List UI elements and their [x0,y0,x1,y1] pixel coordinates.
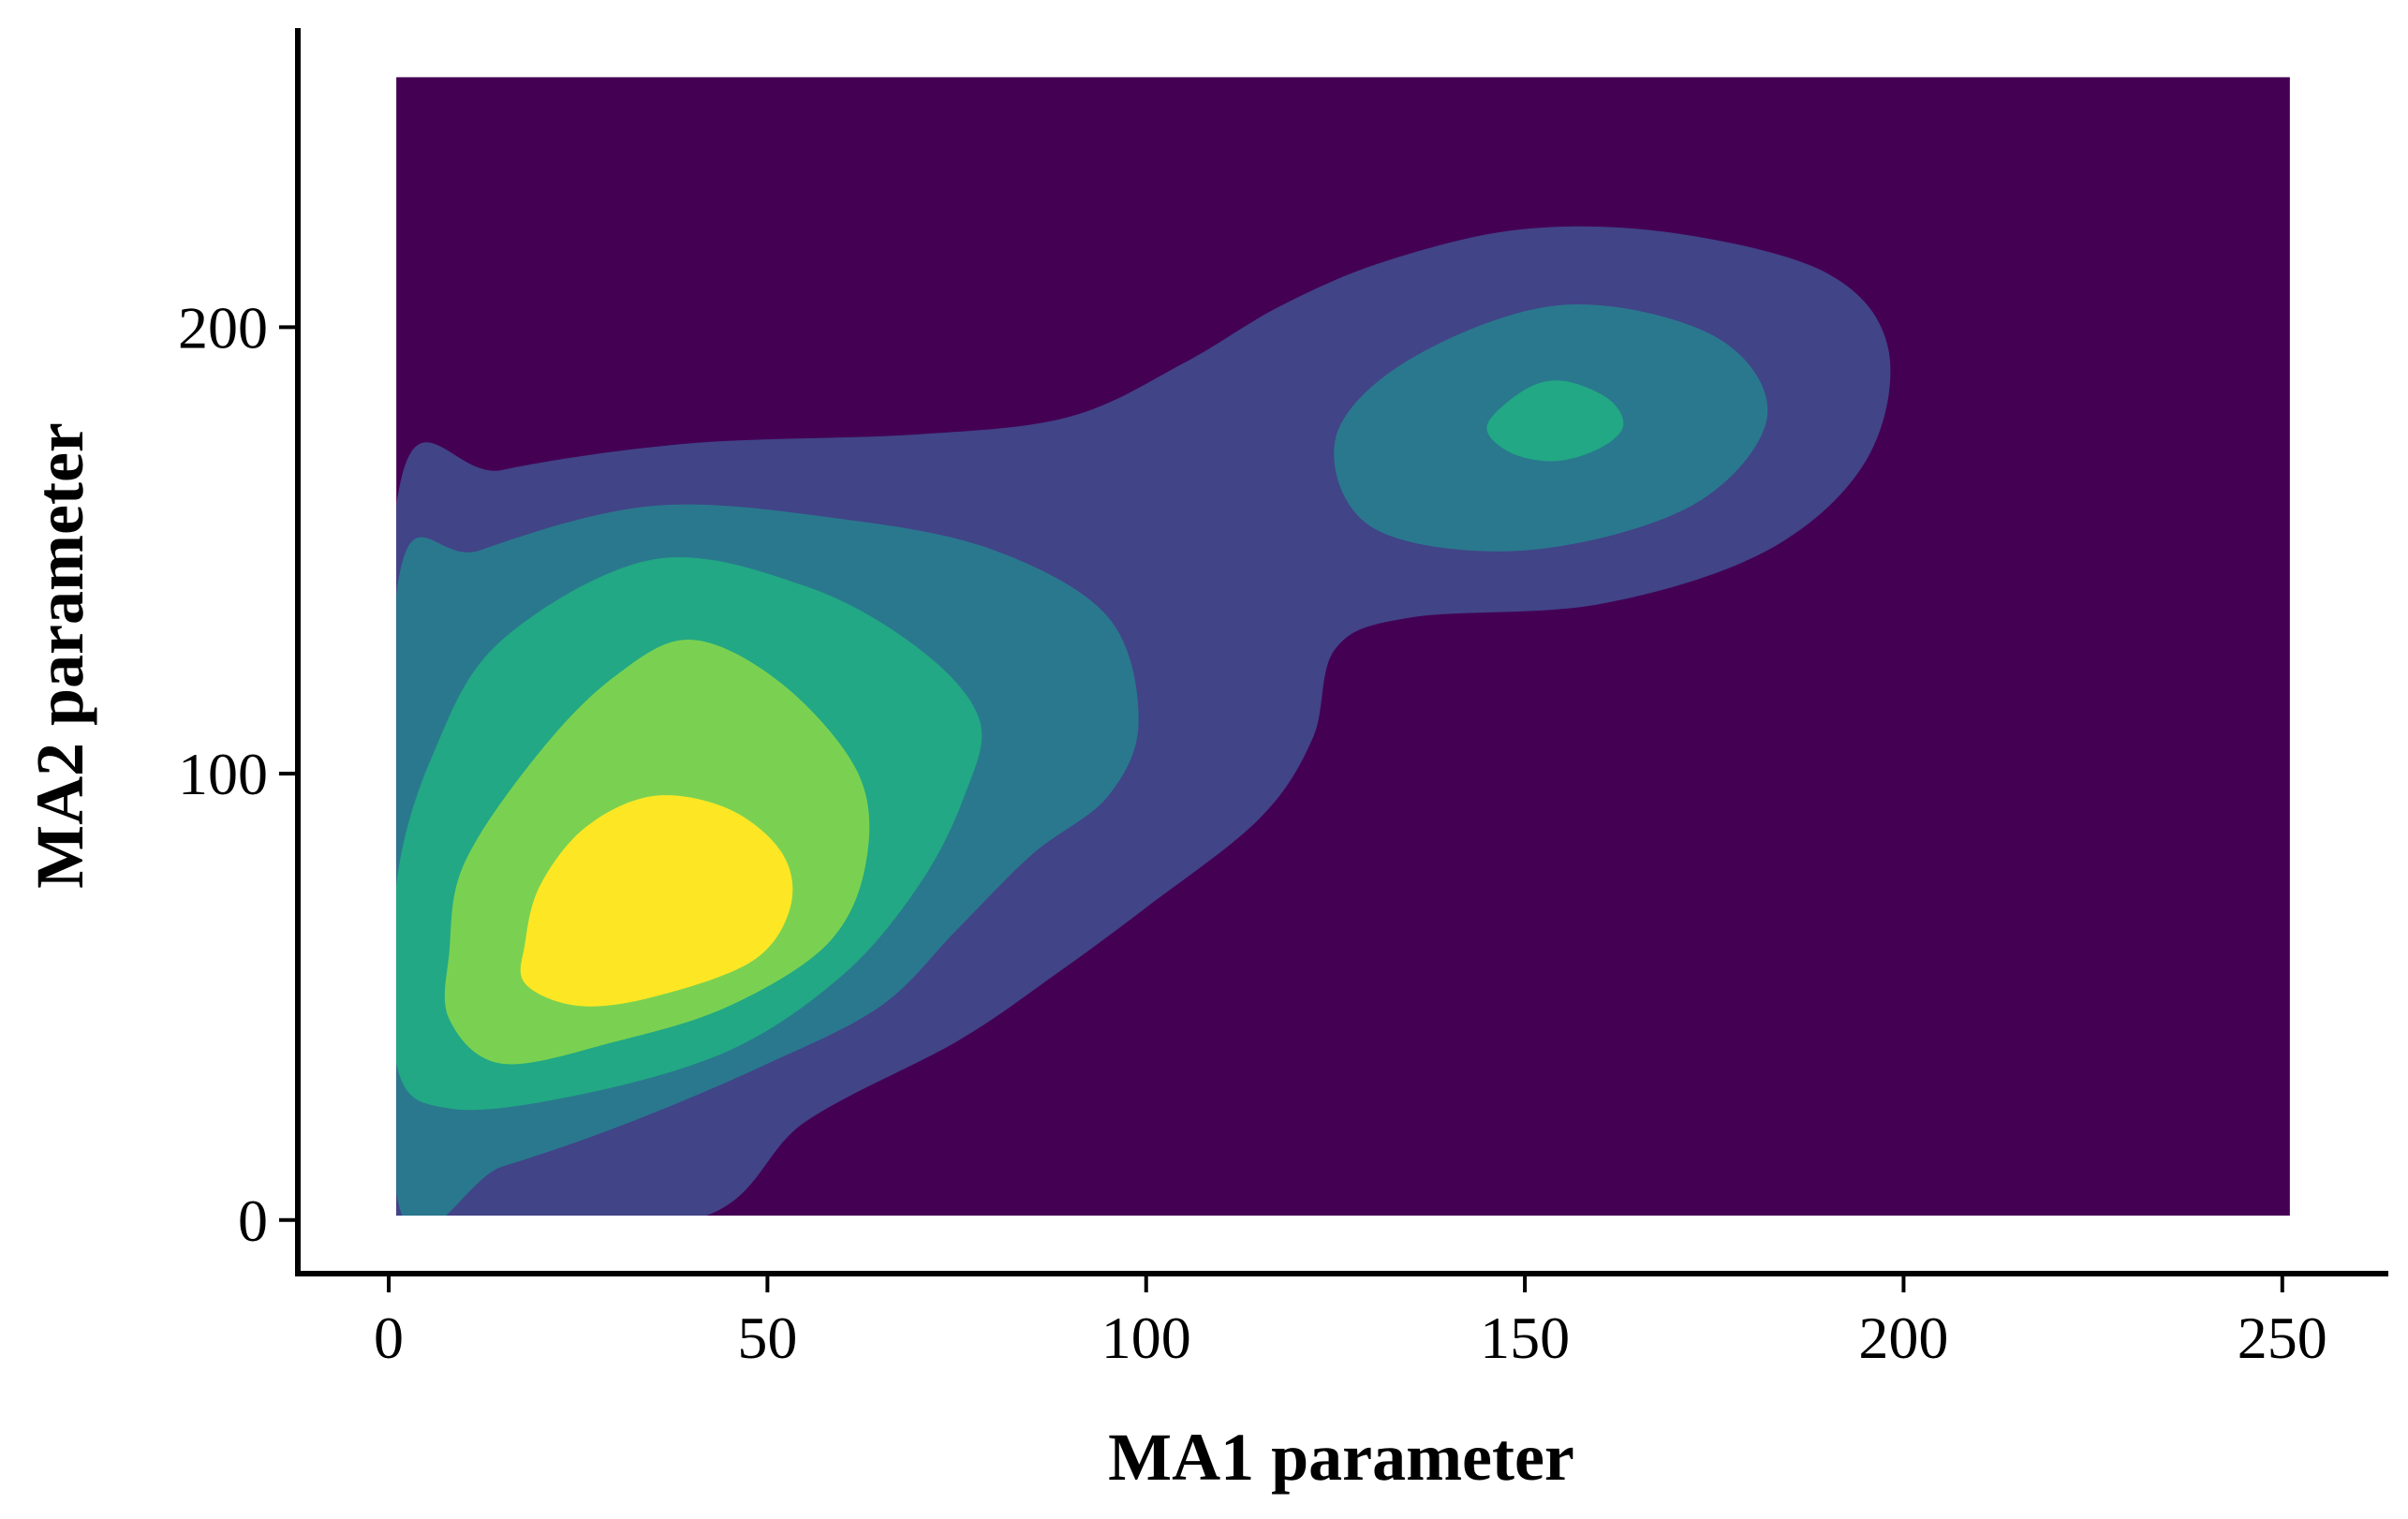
plot-area [396,77,2290,1217]
y-axis-title: MA2 parameter [22,422,97,889]
y-tick-label-100: 100 [178,741,268,807]
density-level-3-secondary [1486,380,1624,462]
x-tick-label-100: 100 [1101,1305,1191,1371]
axes: 0 50 100 150 200 250 0 100 200 [178,28,2388,1371]
x-axis-title: MA1 parameter [1108,1420,1574,1495]
x-tick-label-0: 0 [374,1305,404,1371]
x-tick-label-50: 50 [737,1305,797,1371]
x-tick-label-250: 250 [2238,1305,2327,1371]
x-tick-label-150: 150 [1480,1305,1570,1371]
density-level-5 [520,795,793,1007]
y-tick-label-0: 0 [238,1187,268,1254]
x-tick-label-200: 200 [1858,1305,1948,1371]
contour-levels [396,226,1891,1217]
y-tick-label-200: 200 [178,294,268,361]
